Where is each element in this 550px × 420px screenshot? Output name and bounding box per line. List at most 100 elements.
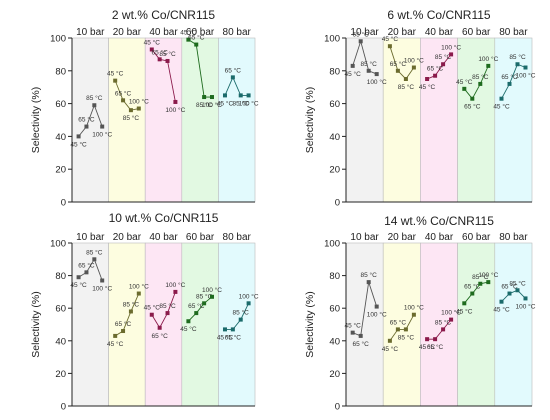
- temperature-label: 65 °C: [390, 60, 407, 68]
- data-point: [149, 312, 154, 317]
- temperature-label: 45 °C: [217, 333, 234, 341]
- temperature-label: 65 °C: [464, 103, 481, 111]
- data-point: [246, 301, 251, 306]
- series-line: [224, 76, 249, 96]
- y-tick-label: 0: [335, 402, 340, 413]
- data-point: [92, 257, 97, 262]
- chart-panel-2: 10 bar 20 bar 40 bar 60 bar 80 bar 6 wt.% Co/…: [304, 8, 536, 209]
- data-point: [462, 86, 467, 91]
- data-point: [136, 106, 141, 111]
- data-point: [425, 337, 430, 342]
- y-tick-label: 60: [329, 304, 340, 315]
- pressure-band: [457, 242, 496, 407]
- data-point: [366, 68, 371, 73]
- temperature-label: 45 °C: [144, 38, 161, 46]
- pressure-band-label: 80 bar: [223, 27, 252, 38]
- temperature-label: 45 °C: [345, 70, 362, 78]
- pressure-band-label: 10 bar: [76, 232, 105, 243]
- temperature-label: 65 °C: [427, 343, 444, 351]
- data-point: [366, 280, 371, 285]
- temperature-label: 45 °C: [180, 29, 197, 37]
- temperature-label: 45 °C: [70, 140, 87, 148]
- pressure-band-label: 80 bar: [223, 232, 252, 243]
- pressure-band: [382, 37, 421, 203]
- data-point: [478, 281, 483, 286]
- temperature-label: 65 °C: [501, 73, 518, 81]
- temperature-label: 100 °C: [516, 72, 536, 80]
- y-tick-label: 0: [61, 402, 66, 413]
- y-tick-label: 100: [324, 34, 340, 45]
- data-point: [230, 75, 235, 80]
- temperature-label: 85 °C: [233, 99, 250, 107]
- temperature-label: 65 °C: [115, 320, 132, 328]
- data-point: [374, 304, 379, 309]
- temperature-label: 45 °C: [217, 99, 234, 107]
- temperature-label: 45 °C: [107, 70, 124, 78]
- pressure-band-label: 40 bar: [149, 232, 178, 243]
- temperature-label: 85 °C: [123, 114, 140, 122]
- y-tick-label: 60: [329, 99, 340, 110]
- series-line: [78, 103, 103, 137]
- data-point: [165, 58, 170, 63]
- temperature-label: 65 °C: [501, 283, 518, 291]
- pressure-band-label: 20 bar: [388, 27, 417, 38]
- temperature-label: 45 °C: [493, 103, 510, 111]
- data-point: [499, 96, 504, 101]
- temperature-label: 45 °C: [382, 345, 399, 353]
- data-point: [202, 95, 207, 100]
- data-point: [246, 93, 251, 98]
- chart-title: 2 wt.% Co/CNR115: [112, 8, 215, 22]
- pressure-band-label: 10 bar: [350, 232, 379, 243]
- series-line: [114, 293, 140, 337]
- temperature-label: 100 °C: [202, 101, 222, 109]
- series-line: [389, 314, 415, 342]
- y-axis-label: Selectivity (%): [30, 291, 42, 358]
- pressure-band: [494, 37, 533, 203]
- temperature-label: 85 °C: [159, 50, 176, 58]
- temperature-label: 65 °C: [188, 302, 205, 310]
- series-line: [188, 296, 213, 322]
- data-point: [173, 99, 178, 104]
- temperature-label: 85 °C: [86, 248, 103, 256]
- series-line: [501, 289, 526, 302]
- series-line: [463, 281, 489, 304]
- y-tick-label: 20: [329, 165, 340, 176]
- temperature-label: 100 °C: [478, 271, 498, 279]
- data-point: [209, 95, 214, 100]
- data-point: [403, 327, 408, 332]
- temperature-label: 65 °C: [115, 89, 132, 97]
- pressure-band-label: 60 bar: [462, 232, 491, 243]
- data-point: [507, 81, 512, 86]
- pressure-band: [218, 37, 256, 203]
- data-point: [149, 47, 154, 52]
- y-tick-label: 80: [329, 66, 340, 77]
- data-point: [462, 301, 467, 306]
- temperature-label: 100 °C: [129, 98, 149, 106]
- chart-title: 6 wt.% Co/CNR115: [387, 8, 490, 22]
- data-point: [350, 63, 355, 68]
- y-axis-label: Selectivity (%): [304, 291, 316, 358]
- data-point: [165, 311, 170, 316]
- series-line: [352, 281, 378, 337]
- temperature-label: 100 °C: [202, 286, 222, 294]
- y-tick-label: 0: [61, 198, 66, 209]
- chart-panel-4: 10 bar 20 bar 40 bar 60 bar 80 bar 14 wt.% Co…: [304, 214, 536, 413]
- data-point: [76, 275, 81, 280]
- temperature-label: 85 °C: [472, 273, 489, 281]
- data-point: [222, 327, 227, 332]
- pressure-band: [71, 242, 109, 407]
- pressure-band: [144, 37, 183, 203]
- y-tick-label: 0: [335, 198, 340, 209]
- temperature-label: 85 °C: [398, 333, 415, 341]
- data-point: [157, 325, 162, 330]
- data-point: [202, 301, 207, 306]
- temperature-label: 100 °C: [92, 131, 112, 139]
- temperature-label: 65 °C: [151, 48, 168, 56]
- pressure-band: [181, 242, 219, 407]
- series-line: [427, 319, 452, 340]
- temperature-label: 100 °C: [129, 283, 149, 291]
- temperature-label: 65 °C: [78, 116, 95, 124]
- data-point: [433, 337, 438, 342]
- data-point: [403, 77, 408, 81]
